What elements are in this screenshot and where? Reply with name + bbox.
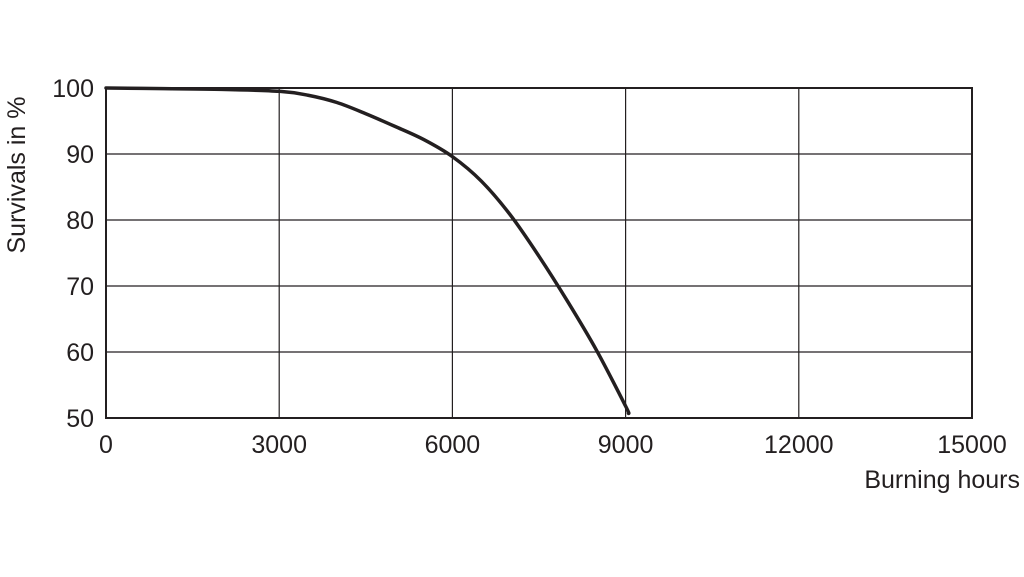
y-axis-label: Survivals in % xyxy=(3,97,31,254)
x-tick-label: 3000 xyxy=(251,431,307,459)
y-tick-label: 50 xyxy=(66,405,94,433)
y-tick-label: 60 xyxy=(66,339,94,367)
plot-area-frame xyxy=(105,87,973,419)
x-tick-label: 6000 xyxy=(425,431,481,459)
y-axis-tick-labels: 50 60 70 80 90 100 xyxy=(52,75,94,433)
x-tick-label: 0 xyxy=(99,431,113,459)
y-tick-label: 80 xyxy=(66,207,94,235)
grid-lines xyxy=(105,87,973,419)
y-tick-label: 90 xyxy=(66,141,94,169)
y-tick-label: 70 xyxy=(66,273,94,301)
x-tick-label: 9000 xyxy=(598,431,654,459)
y-tick-label: 100 xyxy=(52,75,94,103)
x-axis-label: Burning hours xyxy=(864,466,1020,494)
x-tick-label: 12000 xyxy=(764,431,834,459)
x-axis-tick-labels: 0 3000 6000 9000 12000 15000 xyxy=(99,431,1007,459)
survival-curve xyxy=(104,86,631,416)
x-tick-label: 15000 xyxy=(937,431,1007,459)
